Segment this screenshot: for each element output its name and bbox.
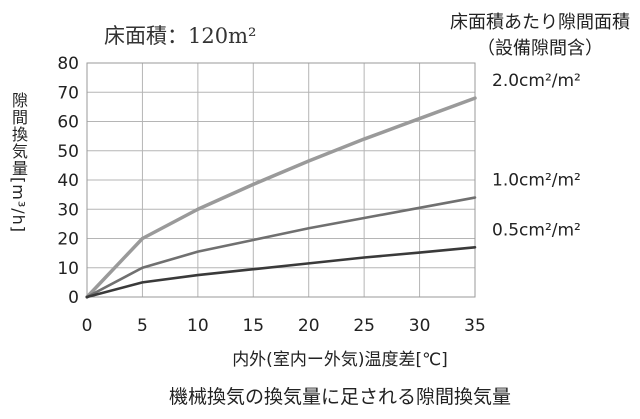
y-tick-label: 0 [68, 288, 79, 308]
y-tick-label: 40 [57, 171, 79, 191]
y-tick-label: 10 [57, 259, 79, 279]
y-tick-label: 20 [57, 230, 79, 250]
x-tick-label: 35 [464, 316, 486, 336]
y-tick-label: 50 [57, 142, 79, 162]
floor-area-label: 床面積：120m² [104, 24, 257, 48]
series-line [85, 245, 477, 299]
x-tick-label: 0 [82, 316, 93, 336]
legend-title-line1: 床面積あたり隙間面積 [450, 12, 630, 33]
x-tick-label: 25 [353, 316, 375, 336]
series-line [85, 96, 477, 299]
y-tick-label: 60 [57, 113, 79, 133]
legend-title-line2: （設備隙間含） [477, 38, 603, 59]
series-label: 0.5cm²/m² [492, 220, 581, 240]
y-tick-label: 80 [57, 54, 79, 74]
legend-title: 床面積あたり隙間面積 （設備隙間含） [450, 10, 630, 62]
plot-frame [86, 62, 476, 298]
y-tick-label: 30 [57, 200, 79, 220]
x-tick-label: 20 [298, 316, 320, 336]
x-tick-label: 10 [187, 316, 209, 336]
x-tick-label: 5 [137, 316, 148, 336]
y-axis-label: 隙間換気量[m³/h] [9, 92, 28, 234]
chart-caption: 機械換気の換気量に足される隙間換気量 [168, 386, 511, 408]
series-label: 1.0cm²/m² [492, 171, 581, 191]
x-tick-label: 30 [409, 316, 431, 336]
x-tick-label: 15 [242, 316, 264, 336]
x-axis-label: 内外(室内ー外気)温度差[℃] [232, 350, 448, 370]
y-tick-label: 70 [57, 83, 79, 103]
series-line [85, 196, 477, 299]
series-label: 2.0cm²/m² [492, 71, 581, 91]
